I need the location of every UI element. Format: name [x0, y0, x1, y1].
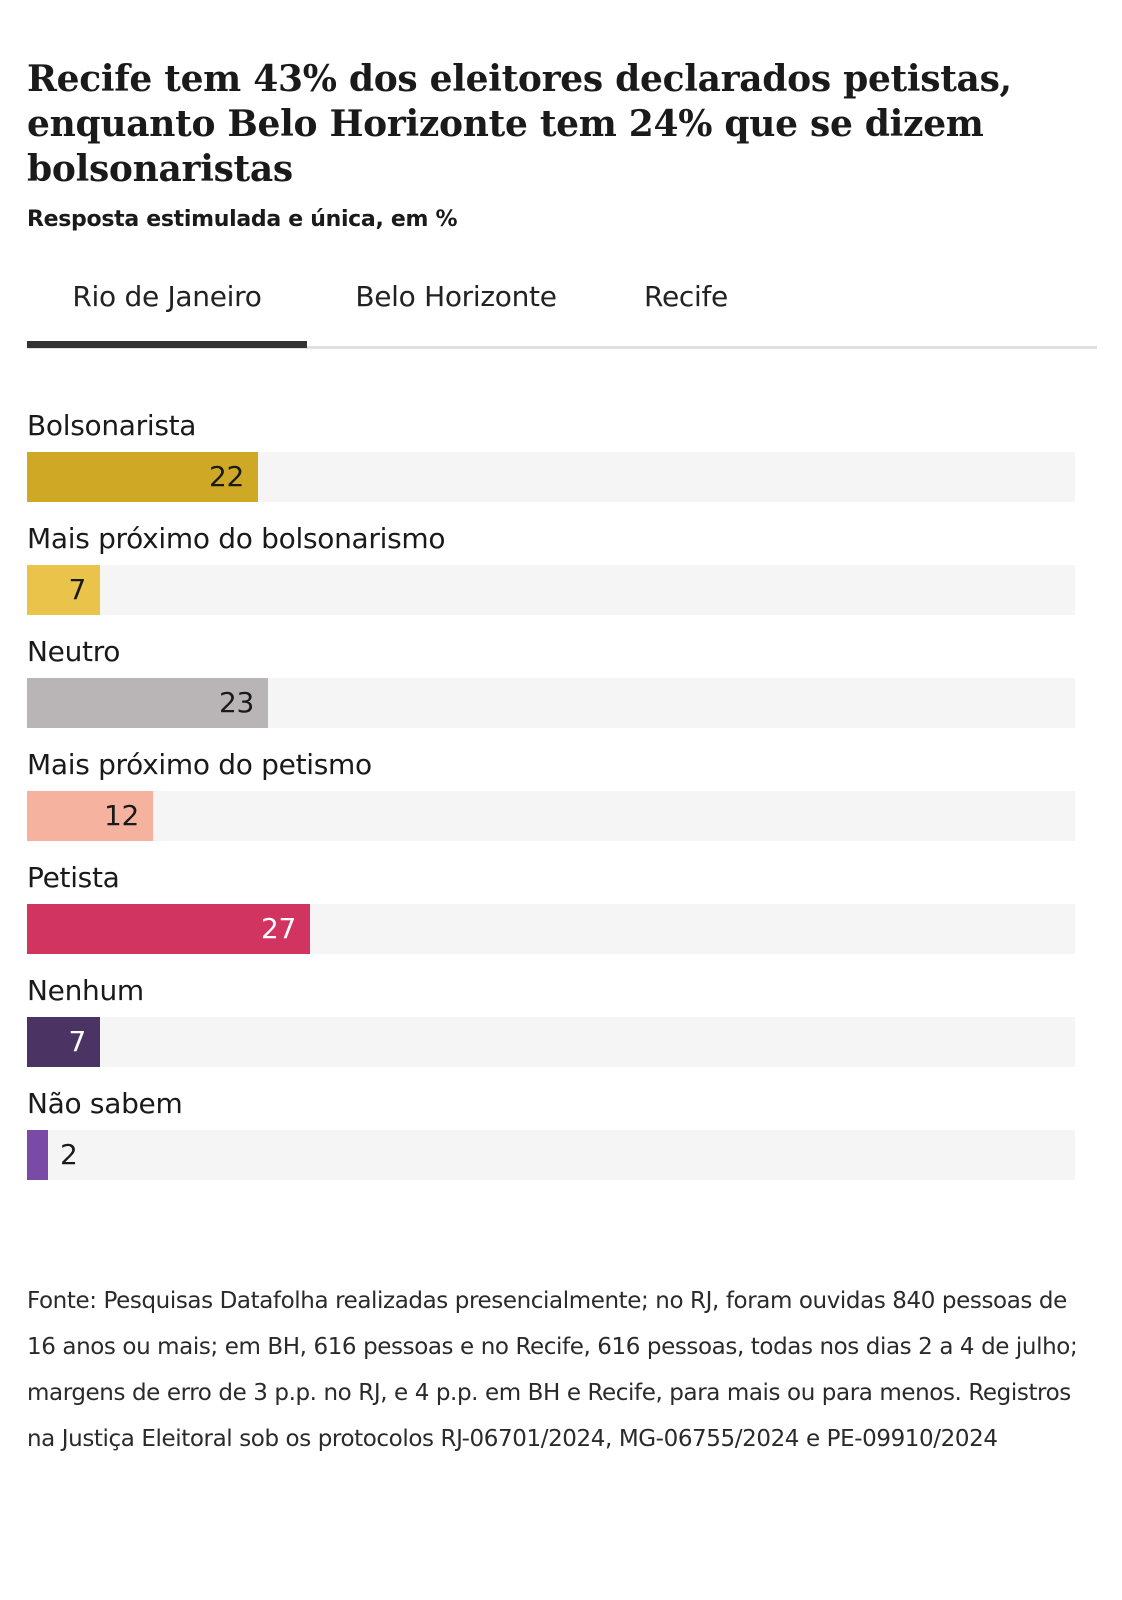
bar-value-label: 7 — [68, 1025, 86, 1058]
bar — [27, 1017, 100, 1067]
category-label: Neutro — [27, 635, 121, 668]
tab-active-indicator — [27, 341, 307, 348]
bar-row-nenhum: Nenhum 7 — [27, 969, 1097, 1082]
bar-track: 27 — [27, 904, 1075, 954]
bar — [27, 904, 310, 954]
category-label: Mais próximo do bolsonarismo — [27, 522, 446, 555]
bar-value-label: 23 — [218, 686, 254, 719]
tab-belo-horizonte[interactable]: Belo Horizonte — [329, 268, 583, 350]
tab-recife[interactable]: Recife — [623, 268, 749, 350]
bar-row-mais-proximo-do-bolsonarismo: Mais próximo do bolsonarismo 7 — [27, 517, 1097, 630]
chart-subtitle: Resposta estimulada e única, em % — [27, 207, 458, 232]
city-tabs: Rio de Janeiro Belo Horizonte Recife — [27, 268, 1097, 354]
category-label: Mais próximo do petismo — [27, 748, 372, 781]
chart-title: Recife tem 43% dos eleitores declarados … — [27, 58, 1012, 190]
bar-row-bolsonarista: Bolsonarista 22 — [27, 404, 1097, 517]
tabs-divider — [27, 346, 1097, 349]
bar-track: 7 — [27, 1017, 1075, 1067]
category-label: Não sabem — [27, 1087, 183, 1120]
bar — [27, 1130, 48, 1180]
bar — [27, 791, 153, 841]
tab-label: Recife — [644, 280, 728, 313]
category-label: Nenhum — [27, 974, 144, 1007]
bar-value-label: 7 — [68, 573, 86, 606]
bar — [27, 565, 100, 615]
bar-value-label: 22 — [208, 460, 244, 493]
bar-track: 2 — [27, 1130, 1075, 1180]
bar-track: 7 — [27, 565, 1075, 615]
bar-row-mais-proximo-do-petismo: Mais próximo do petismo 12 — [27, 743, 1097, 856]
tab-rio-de-janeiro[interactable]: Rio de Janeiro — [27, 268, 307, 350]
bar-row-nao-sabem: Não sabem 2 — [27, 1082, 1097, 1195]
bar-value-label: 2 — [60, 1138, 78, 1171]
bar-value-label: 27 — [260, 912, 296, 945]
bar — [27, 678, 268, 728]
bar — [27, 452, 258, 502]
bar-row-neutro: Neutro 23 — [27, 630, 1097, 743]
bar-track: 22 — [27, 452, 1075, 502]
bar-track: 23 — [27, 678, 1075, 728]
category-label: Petista — [27, 861, 120, 894]
bar-track: 12 — [27, 791, 1075, 841]
tab-label: Belo Horizonte — [355, 280, 557, 313]
bar-value-label: 12 — [103, 799, 139, 832]
bar-chart: Bolsonarista 22 Mais próximo do bolsonaris… — [27, 404, 1097, 1195]
source-note: Fonte: Pesquisas Datafolha realizadas pr… — [27, 1288, 1078, 1452]
tab-label: Rio de Janeiro — [72, 280, 262, 313]
category-label: Bolsonarista — [27, 409, 197, 442]
bar-row-petista: Petista 27 — [27, 856, 1097, 969]
